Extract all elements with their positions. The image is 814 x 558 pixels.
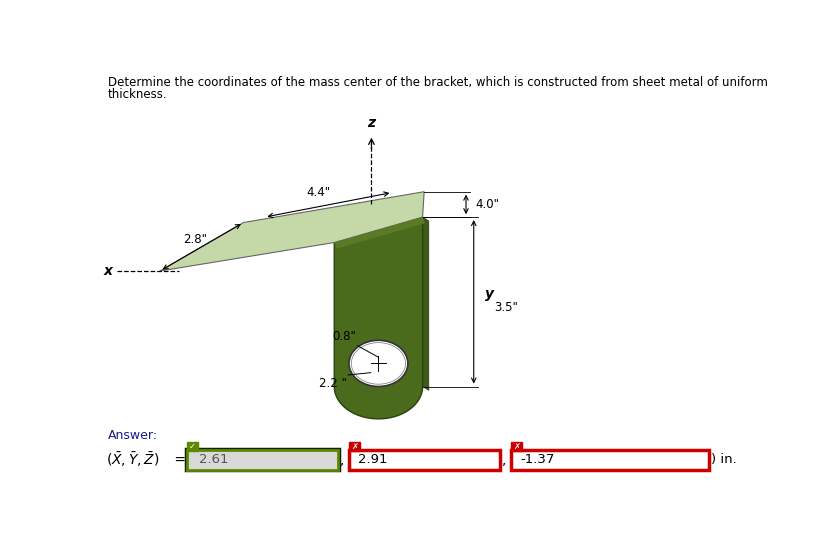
Text: $(\bar{X},\bar{Y},\bar{Z})$: $(\bar{X},\bar{Y},\bar{Z})$ (106, 450, 159, 469)
Text: ) in.: ) in. (711, 453, 737, 466)
Text: 3.5": 3.5" (494, 301, 518, 315)
Ellipse shape (349, 340, 408, 387)
Polygon shape (335, 217, 425, 249)
Text: -1.37: -1.37 (520, 453, 554, 466)
Text: 2.61: 2.61 (199, 453, 228, 466)
Text: ✗: ✗ (351, 442, 358, 451)
FancyBboxPatch shape (187, 442, 198, 451)
FancyBboxPatch shape (349, 442, 360, 451)
Text: Determine the coordinates of the mass center of the bracket, which is constructe: Determine the coordinates of the mass ce… (108, 76, 768, 89)
Text: thickness.: thickness. (108, 88, 168, 101)
Text: 2.8": 2.8" (183, 233, 207, 246)
FancyBboxPatch shape (511, 450, 708, 470)
Text: ,: , (339, 453, 344, 466)
Text: 4.4": 4.4" (307, 186, 330, 199)
Text: ,: , (501, 453, 506, 466)
Text: 0.8": 0.8" (332, 330, 356, 343)
Text: 2.2 ": 2.2 " (319, 377, 347, 390)
Text: =(: =( (170, 453, 191, 466)
Text: ✓: ✓ (189, 442, 196, 451)
Text: 4.0": 4.0" (475, 198, 499, 211)
Ellipse shape (352, 343, 405, 384)
Text: z: z (367, 116, 375, 130)
FancyBboxPatch shape (187, 450, 338, 470)
Polygon shape (422, 217, 429, 391)
Text: ✗: ✗ (513, 442, 520, 451)
Text: x: x (103, 264, 112, 278)
Text: Answer:: Answer: (108, 429, 158, 442)
FancyBboxPatch shape (511, 442, 522, 451)
FancyBboxPatch shape (349, 450, 500, 470)
Polygon shape (160, 192, 424, 271)
FancyBboxPatch shape (186, 449, 339, 470)
Text: 2.91: 2.91 (358, 453, 387, 466)
Polygon shape (335, 217, 422, 419)
Text: y: y (484, 287, 493, 301)
